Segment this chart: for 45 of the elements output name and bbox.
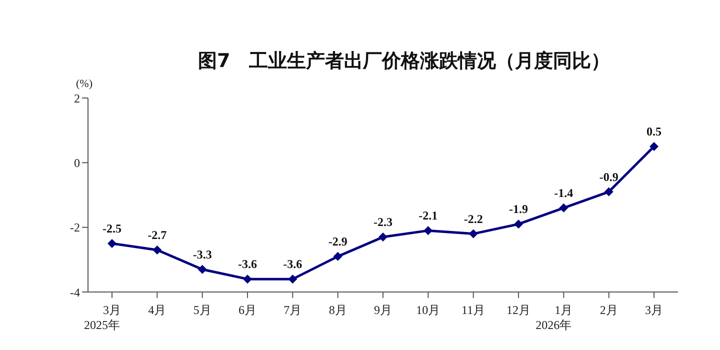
point (288, 274, 298, 284)
x-tick-label: 10月 (416, 303, 440, 317)
data-label: -2.5 (102, 222, 122, 236)
y-tick-label: -4 (70, 285, 80, 300)
x-tick-label: 3月 2025年 (84, 303, 121, 332)
data-label: -2.3 (374, 215, 392, 230)
point (424, 226, 433, 236)
point (333, 252, 342, 261)
data-label: -2.7 (148, 228, 167, 242)
x-tick-label: 8月 (328, 303, 347, 317)
chart-title: 图7 工业生产者出厂价格涨跌情况（月度同比） (198, 49, 610, 74)
data-label: -1.9 (509, 202, 528, 216)
data-label: -2.2 (464, 212, 483, 226)
point (559, 203, 568, 212)
data-label: 0.5 (646, 124, 662, 138)
point (514, 220, 523, 229)
point (604, 187, 614, 196)
x-tick-label: 2月 (600, 303, 618, 317)
point (198, 264, 207, 274)
x-tick-label: 9月 (374, 303, 392, 317)
x-tick-label: 11月 (462, 303, 486, 317)
y-tick-label: 0 (74, 156, 80, 170)
data-label: -3.3 (192, 247, 212, 262)
x-tick-label: 1月 2026年 (536, 303, 573, 332)
data-label: -2.1 (418, 208, 438, 223)
x-tick-label: 6月 (238, 303, 256, 317)
x-tick-label: 3月 (645, 303, 663, 317)
x-tick-label: 5月 (193, 303, 212, 317)
y-axis-title: (%) (76, 78, 92, 90)
point (243, 274, 252, 284)
point (108, 239, 116, 248)
y-tick-label: 2 (74, 91, 80, 106)
data-label: -1.4 (554, 186, 574, 200)
point (650, 142, 658, 151)
x-tick-label: 12月 (506, 303, 530, 317)
point (378, 232, 388, 242)
x-tick-label: 7月 (284, 303, 302, 317)
point (468, 229, 478, 238)
data-label: -3.6 (283, 257, 302, 272)
data-label: -2.9 (328, 234, 348, 248)
y-tick-label: -2 (70, 220, 80, 235)
point (152, 245, 162, 254)
data-label: -0.9 (599, 170, 618, 184)
data-label: -3.6 (238, 257, 257, 272)
x-tick-label: 4月 (148, 303, 166, 317)
